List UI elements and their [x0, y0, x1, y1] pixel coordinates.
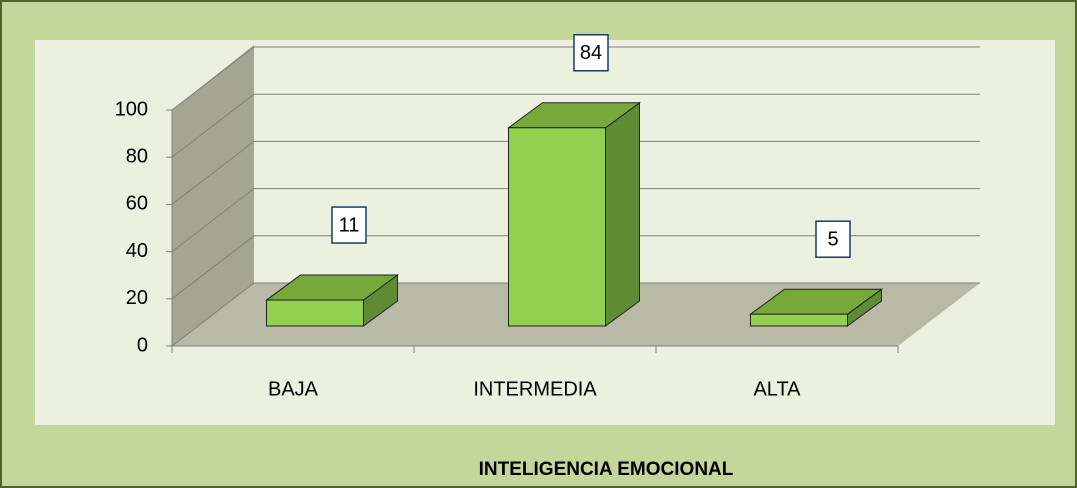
x-tick-label: ALTA [753, 378, 801, 400]
y-tick-label: 80 [126, 145, 148, 167]
side-wall [172, 45, 254, 346]
data-label-box [573, 34, 609, 72]
x-tick-label: INTERMEDIA [473, 378, 597, 400]
y-tick-label: 40 [126, 240, 148, 262]
grid-line [171, 140, 980, 205]
grid-line [171, 46, 980, 111]
data-label-box [331, 206, 367, 244]
bar-side [605, 101, 640, 327]
grid-line [171, 282, 980, 347]
data-label: 11 [339, 214, 360, 236]
y-tick-label: 0 [137, 334, 148, 356]
grid-line [171, 188, 980, 252]
data-label: 5 [827, 228, 838, 250]
bar [508, 127, 606, 327]
grid-line [171, 235, 980, 300]
grid-line [171, 93, 980, 158]
chart-title: INTELIGENCIA EMOCIONAL [479, 459, 734, 480]
bar [750, 313, 848, 327]
data-label: 84 [580, 42, 602, 64]
x-tick-label: BAJA [268, 378, 319, 400]
bar [266, 299, 364, 327]
data-label-box [815, 220, 851, 258]
y-tick-label: 100 [115, 98, 148, 120]
y-tick-label: 20 [126, 287, 148, 309]
y-tick-label: 60 [126, 193, 148, 215]
